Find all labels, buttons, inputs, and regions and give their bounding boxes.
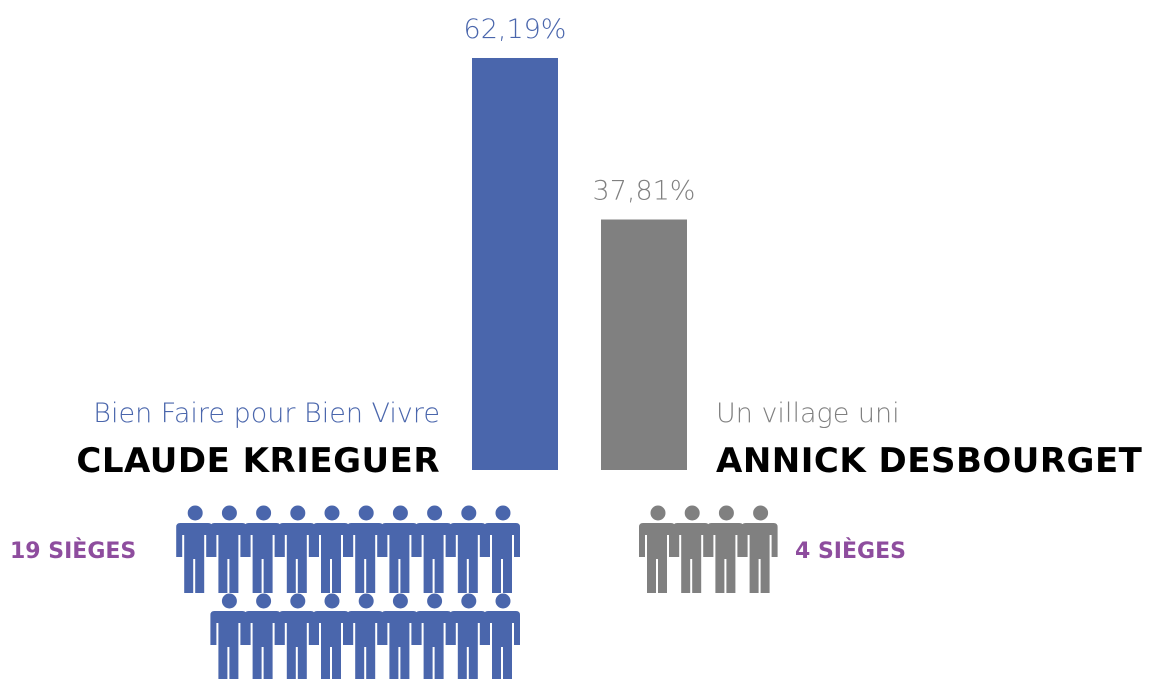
seat-icon: [313, 505, 349, 593]
seat-icon: [484, 505, 520, 593]
person-head: [221, 505, 237, 521]
person-head: [427, 505, 443, 521]
seat-icon: [707, 505, 744, 593]
seat-icon: [313, 593, 349, 679]
person-body: [673, 523, 710, 593]
seat-icon: [244, 593, 281, 679]
value-label: 62,19%: [464, 14, 567, 45]
seat-label: 4 SIÈGES: [795, 538, 906, 564]
seat-icon: [210, 593, 247, 679]
candidate-name: ANNICK DESBOURGET: [716, 441, 1143, 481]
person-head: [392, 505, 408, 521]
seat-icon: [449, 505, 486, 593]
person-body: [381, 611, 418, 679]
seat-icon: [278, 593, 315, 679]
person-body: [278, 611, 315, 679]
seat-icon: [415, 505, 452, 593]
person-head: [650, 505, 666, 521]
seat-icon: [673, 505, 710, 593]
seat-icon: [347, 593, 384, 679]
person-head: [684, 505, 700, 521]
person-body: [639, 523, 675, 593]
person-head: [290, 505, 306, 521]
person-body: [415, 523, 452, 593]
person-head: [461, 593, 477, 609]
seat-icon: [484, 593, 520, 679]
seat-icon: [449, 593, 486, 679]
person-head: [324, 505, 340, 521]
person-body: [210, 523, 247, 593]
person-body: [313, 523, 349, 593]
seat-icon: [347, 505, 384, 593]
bar: [601, 219, 687, 470]
seat-icon: [278, 505, 315, 593]
person-head: [256, 505, 272, 521]
person-body: [484, 523, 520, 593]
person-body: [244, 611, 281, 679]
person-body: [347, 523, 384, 593]
person-head: [427, 593, 443, 609]
person-head: [392, 593, 408, 609]
list-name: Un village uni: [716, 398, 900, 429]
bar: [472, 57, 558, 471]
person-head: [358, 505, 374, 521]
person-body: [210, 611, 247, 679]
person-body: [449, 523, 486, 593]
person-body: [244, 523, 281, 593]
person-head: [718, 505, 734, 521]
seat-icon: [176, 505, 213, 593]
person-body: [313, 611, 349, 679]
person-head: [221, 593, 237, 609]
seat-icon: [381, 505, 418, 593]
person-body: [176, 523, 213, 593]
seat-icon: [415, 593, 452, 679]
person-body: [449, 611, 486, 679]
person-body: [741, 523, 778, 593]
seat-icon: [244, 505, 281, 593]
seat-icon: [381, 593, 418, 679]
seat-icon: [639, 505, 675, 593]
list-name: Bien Faire pour Bien Vivre: [93, 398, 440, 429]
seat-label: 19 SIÈGES: [10, 538, 136, 564]
person-body: [415, 611, 452, 679]
person-head: [358, 593, 374, 609]
seat-icon: [210, 505, 247, 593]
person-head: [461, 505, 477, 521]
person-body: [347, 611, 384, 679]
person-body: [484, 611, 520, 679]
person-body: [707, 523, 744, 593]
person-head: [256, 593, 272, 609]
person-head: [753, 505, 769, 521]
candidate-name: CLAUDE KRIEGUER: [76, 441, 440, 481]
person-body: [278, 523, 315, 593]
value-label: 37,81%: [593, 176, 696, 207]
person-head: [187, 505, 203, 521]
seat-icon: [741, 505, 778, 593]
person-body: [381, 523, 418, 593]
person-head: [495, 593, 511, 609]
person-head: [324, 593, 340, 609]
person-head: [495, 505, 511, 521]
person-head: [290, 593, 306, 609]
